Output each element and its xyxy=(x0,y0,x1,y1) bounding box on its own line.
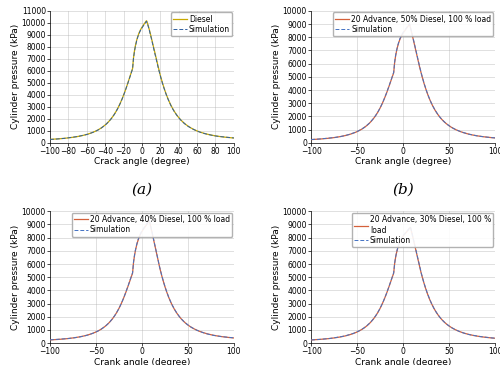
Simulation xyxy=(308,338,314,342)
Simulation xyxy=(492,136,498,140)
Simulation xyxy=(94,128,100,132)
Line: Simulation: Simulation xyxy=(311,24,495,139)
Diesel xyxy=(144,19,150,23)
Simulation xyxy=(447,324,453,329)
Line: Diesel: Diesel xyxy=(50,21,234,139)
Simulation xyxy=(231,136,237,140)
X-axis label: Crank angle (degree): Crank angle (degree) xyxy=(355,157,451,166)
Diesel xyxy=(47,137,53,142)
Simulation xyxy=(170,107,176,112)
Simulation xyxy=(130,263,136,267)
Simulation xyxy=(156,261,162,265)
Simulation xyxy=(417,65,423,70)
Simulation xyxy=(392,63,398,67)
Simulation xyxy=(186,323,192,328)
X-axis label: Crank angle (degree): Crank angle (degree) xyxy=(355,358,451,365)
20 Advance, 30% Diesel, 100 %
load xyxy=(447,324,453,329)
20 Advance, 30% Diesel, 100 %
load xyxy=(340,334,346,338)
Simulation xyxy=(406,22,412,26)
Text: (a): (a) xyxy=(132,182,152,196)
Simulation xyxy=(492,336,498,341)
Diesel xyxy=(156,67,162,71)
Y-axis label: Cylinder pressure (kPa): Cylinder pressure (kPa) xyxy=(11,24,20,130)
Simulation xyxy=(431,107,437,111)
Diesel xyxy=(170,107,176,112)
X-axis label: Crack angle (degree): Crack angle (degree) xyxy=(94,157,190,166)
20 Advance, 50% Diesel, 100 % load xyxy=(340,134,346,138)
20 Advance, 40% Diesel, 100 % load xyxy=(231,336,237,340)
20 Advance, 30% Diesel, 100 %
load xyxy=(408,225,414,230)
Line: 20 Advance, 40% Diesel, 100 % load: 20 Advance, 40% Diesel, 100 % load xyxy=(50,221,234,340)
20 Advance, 50% Diesel, 100 % load xyxy=(406,22,412,27)
20 Advance, 40% Diesel, 100 % load xyxy=(47,338,53,342)
20 Advance, 40% Diesel, 100 % load xyxy=(80,334,86,338)
Y-axis label: Cylinder pressure (kPa): Cylinder pressure (kPa) xyxy=(11,224,20,330)
Simulation xyxy=(47,137,53,142)
Simulation xyxy=(447,124,453,128)
Simulation xyxy=(231,336,237,340)
Simulation xyxy=(308,137,314,142)
20 Advance, 40% Diesel, 100 % load xyxy=(170,305,176,309)
20 Advance, 50% Diesel, 100 % load xyxy=(492,136,498,140)
Line: 20 Advance, 50% Diesel, 100 % load: 20 Advance, 50% Diesel, 100 % load xyxy=(311,24,495,139)
Diesel xyxy=(130,59,136,63)
Simulation xyxy=(356,129,362,133)
Simulation xyxy=(340,134,346,138)
20 Advance, 50% Diesel, 100 % load xyxy=(417,66,423,70)
Simulation xyxy=(341,334,347,338)
Line: Simulation: Simulation xyxy=(50,220,234,340)
Simulation xyxy=(80,133,86,138)
Diesel xyxy=(80,133,86,138)
Simulation xyxy=(308,338,314,342)
20 Advance, 40% Diesel, 100 % load xyxy=(186,323,192,328)
Simulation xyxy=(392,261,398,266)
Legend: 20 Advance, 30% Diesel, 100 %
load, Simulation: 20 Advance, 30% Diesel, 100 % load, Simu… xyxy=(352,213,494,247)
Y-axis label: Cylinder pressure (kPa): Cylinder pressure (kPa) xyxy=(272,24,281,130)
Legend: 20 Advance, 40% Diesel, 100 % load, Simulation: 20 Advance, 40% Diesel, 100 % load, Simu… xyxy=(72,213,233,237)
Diesel xyxy=(94,128,100,132)
Simulation xyxy=(47,338,53,342)
20 Advance, 40% Diesel, 100 % load xyxy=(130,264,136,268)
20 Advance, 40% Diesel, 100 % load xyxy=(146,219,152,223)
20 Advance, 50% Diesel, 100 % load xyxy=(356,129,362,133)
20 Advance, 30% Diesel, 100 %
load xyxy=(392,264,398,269)
20 Advance, 30% Diesel, 100 %
load xyxy=(417,265,423,270)
Simulation xyxy=(156,67,162,72)
Simulation xyxy=(144,19,150,24)
20 Advance, 30% Diesel, 100 %
load xyxy=(308,338,314,342)
Simulation xyxy=(408,224,414,229)
20 Advance, 40% Diesel, 100 % load xyxy=(94,329,100,334)
Y-axis label: Cylinder pressure (kPa): Cylinder pressure (kPa) xyxy=(272,224,281,330)
Simulation xyxy=(80,334,86,339)
Simulation xyxy=(417,266,423,271)
Text: (b): (b) xyxy=(392,182,414,196)
Line: Simulation: Simulation xyxy=(50,22,234,139)
Simulation xyxy=(432,307,438,311)
Legend: Diesel, Simulation: Diesel, Simulation xyxy=(170,12,232,36)
Diesel xyxy=(231,136,237,140)
Line: Simulation: Simulation xyxy=(311,227,495,340)
20 Advance, 50% Diesel, 100 % load xyxy=(392,63,398,68)
20 Advance, 30% Diesel, 100 %
load xyxy=(492,336,498,341)
Simulation xyxy=(146,218,152,222)
Diesel xyxy=(186,124,192,129)
Legend: 20 Advance, 50% Diesel, 100 % load, Simulation: 20 Advance, 50% Diesel, 100 % load, Simu… xyxy=(332,12,494,36)
Simulation xyxy=(130,59,136,64)
Simulation xyxy=(186,124,192,129)
20 Advance, 40% Diesel, 100 % load xyxy=(156,261,162,265)
20 Advance, 50% Diesel, 100 % load xyxy=(447,124,453,128)
X-axis label: Crank angle (degree): Crank angle (degree) xyxy=(94,358,190,365)
Simulation xyxy=(356,329,362,333)
20 Advance, 30% Diesel, 100 %
load xyxy=(431,307,437,311)
20 Advance, 50% Diesel, 100 % load xyxy=(431,107,437,111)
20 Advance, 50% Diesel, 100 % load xyxy=(308,137,314,142)
Simulation xyxy=(170,304,176,309)
20 Advance, 30% Diesel, 100 %
load xyxy=(356,329,362,334)
Simulation xyxy=(94,329,100,334)
Line: 20 Advance, 30% Diesel, 100 %
load: 20 Advance, 30% Diesel, 100 % load xyxy=(311,227,495,340)
